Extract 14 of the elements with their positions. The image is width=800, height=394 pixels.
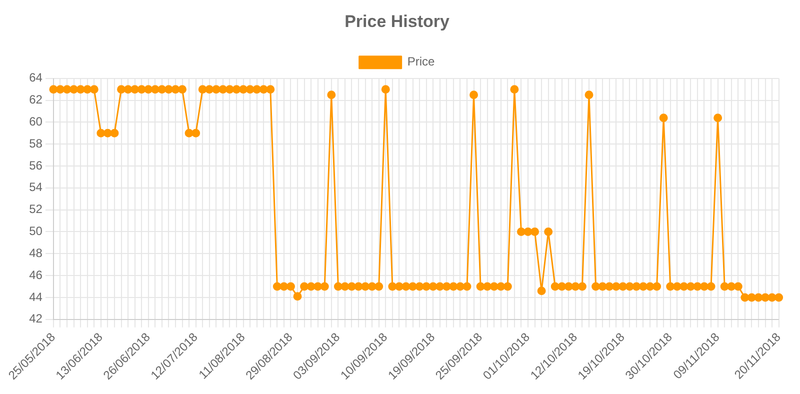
- y-tick-label: 46: [29, 268, 43, 282]
- chart-title: Price History: [344, 12, 450, 31]
- y-tick-label: 62: [29, 92, 43, 107]
- y-tick-label: 64: [29, 70, 43, 85]
- y-tick-label: 60: [29, 114, 43, 129]
- y-tick-label: 58: [29, 136, 43, 150]
- y-tick-label: 54: [29, 180, 43, 194]
- y-tick-label: 48: [29, 246, 43, 260]
- y-tick-label: 56: [29, 158, 43, 172]
- legend-label: Price: [407, 54, 435, 69]
- y-tick-label: 50: [29, 224, 43, 238]
- y-tick-label: 44: [29, 290, 43, 304]
- y-tick-label: 42: [29, 312, 43, 326]
- y-tick-label: 52: [29, 202, 43, 216]
